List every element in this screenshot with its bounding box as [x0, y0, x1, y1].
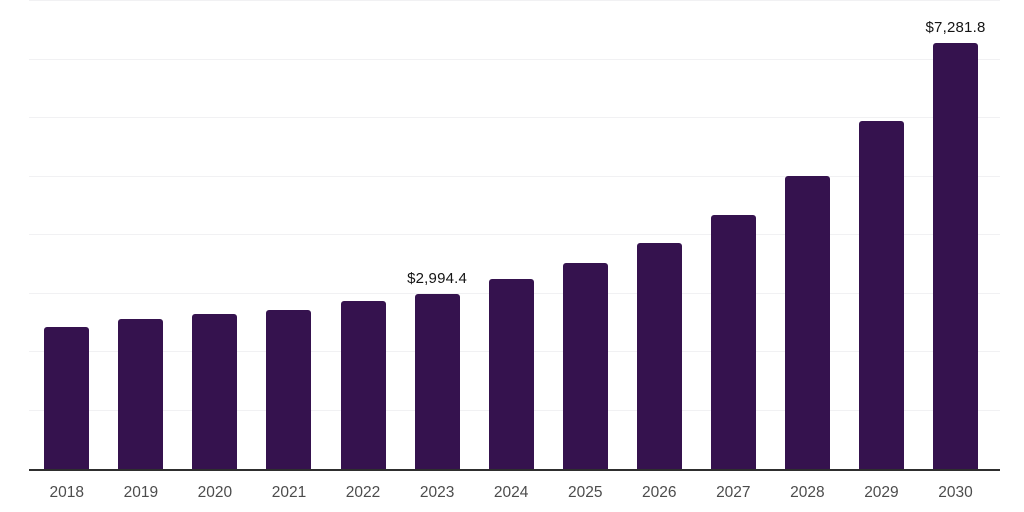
x-tick-2019: 2019: [123, 484, 159, 501]
bar-2024[interactable]: [488, 278, 534, 469]
x-tick-2028: 2028: [790, 484, 825, 501]
gridline: [29, 0, 1000, 1]
bar-2022[interactable]: [340, 301, 386, 469]
bar-2030[interactable]: [933, 43, 978, 469]
plot-area: $2,994.4 $7,281.8: [29, 0, 1000, 471]
x-tick-2018: 2018: [49, 484, 85, 501]
bar-2027[interactable]: [710, 215, 756, 469]
data-label-2023: $2,994.4: [407, 269, 468, 287]
bar-2020[interactable]: [192, 314, 238, 469]
gridline: [29, 175, 1000, 177]
bar-2029[interactable]: [858, 121, 904, 469]
bar-2021[interactable]: [266, 309, 312, 469]
x-tick-2023: 2023: [419, 484, 455, 501]
x-tick-2030: 2030: [938, 484, 973, 501]
bar-2023[interactable]: [414, 293, 460, 469]
bar-2028[interactable]: [784, 175, 830, 469]
x-tick-2027: 2027: [716, 484, 751, 501]
gridline: [29, 58, 1000, 60]
x-tick-2024: 2024: [493, 484, 529, 501]
bar-2018[interactable]: [44, 327, 90, 469]
x-tick-2021: 2021: [271, 484, 307, 501]
x-tick-2029: 2029: [864, 484, 899, 501]
x-tick-2025: 2025: [567, 484, 603, 501]
bar-2025[interactable]: [562, 263, 608, 469]
data-label-2030: $7,281.8: [925, 19, 986, 37]
gridline: [29, 234, 1000, 235]
gridline: [29, 117, 1000, 118]
bar-2019[interactable]: [118, 319, 164, 469]
x-tick-2026: 2026: [642, 484, 677, 501]
bar-2026[interactable]: [636, 243, 682, 469]
x-tick-2020: 2020: [197, 484, 233, 501]
x-tick-2022: 2022: [345, 484, 381, 501]
